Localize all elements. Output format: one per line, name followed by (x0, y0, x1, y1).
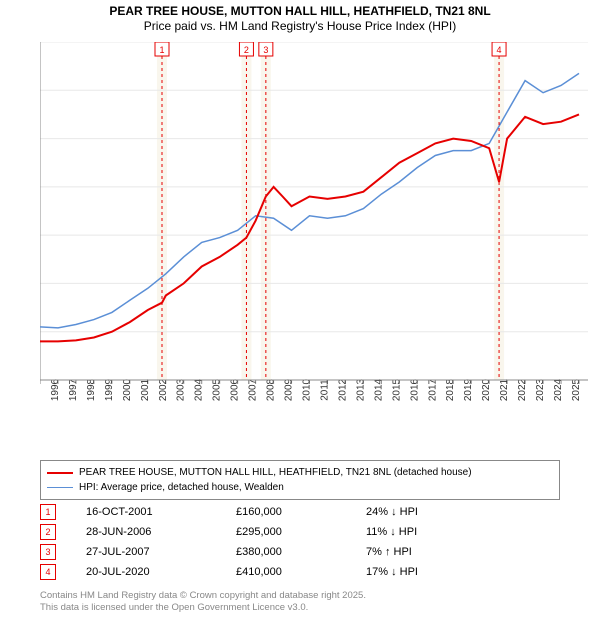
svg-text:2024: 2024 (553, 378, 564, 401)
transaction-row: 3 27-JUL-2007£380,0007% ↑ HPI (40, 542, 560, 562)
svg-text:2: 2 (244, 45, 249, 55)
transaction-date: 28-JUN-2006 (86, 526, 236, 538)
svg-text:2023: 2023 (535, 378, 546, 401)
svg-text:2011: 2011 (319, 379, 330, 401)
legend-swatch-blue (47, 487, 73, 488)
chart-area: £0£100K£200K£300K£400K£500K£600K£700K199… (40, 42, 588, 422)
svg-text:2022: 2022 (517, 378, 528, 401)
svg-text:4: 4 (497, 45, 502, 55)
transaction-row: 1 16-OCT-2001£160,00024% ↓ HPI (40, 502, 560, 522)
transaction-pct: 11% ↓ HPI (366, 526, 516, 538)
footer-attribution: Contains HM Land Registry data © Crown c… (40, 590, 570, 614)
svg-text:2016: 2016 (409, 378, 420, 401)
legend-swatch-red (47, 472, 73, 474)
legend-item-blue: HPI: Average price, detached house, Weal… (47, 480, 553, 495)
svg-text:2019: 2019 (463, 378, 474, 401)
chart-title: PEAR TREE HOUSE, MUTTON HALL HILL, HEATH… (0, 0, 600, 34)
svg-text:2009: 2009 (284, 378, 295, 401)
svg-text:2015: 2015 (391, 378, 402, 401)
svg-text:2007: 2007 (248, 378, 259, 401)
transaction-row: 4 20-JUL-2020£410,00017% ↓ HPI (40, 562, 560, 582)
svg-text:2020: 2020 (481, 378, 492, 401)
footer-line-1: Contains HM Land Registry data © Crown c… (40, 590, 570, 602)
transaction-pct: 24% ↓ HPI (366, 506, 516, 518)
transaction-price: £160,000 (236, 506, 366, 518)
svg-text:2008: 2008 (266, 378, 277, 401)
svg-text:2000: 2000 (122, 378, 133, 401)
legend-label-red: PEAR TREE HOUSE, MUTTON HALL HILL, HEATH… (79, 465, 472, 480)
footer-line-2: This data is licensed under the Open Gov… (40, 602, 570, 614)
svg-text:2003: 2003 (176, 378, 187, 401)
transaction-price: £380,000 (236, 546, 366, 558)
svg-text:2002: 2002 (158, 378, 169, 401)
svg-text:2013: 2013 (355, 378, 366, 401)
chart-container: PEAR TREE HOUSE, MUTTON HALL HILL, HEATH… (0, 0, 600, 620)
transactions-table: 1 16-OCT-2001£160,00024% ↓ HPI 2 28-JUN-200… (40, 502, 560, 582)
svg-text:2005: 2005 (212, 378, 223, 401)
svg-text:2025: 2025 (571, 378, 582, 401)
transaction-marker: 4 (40, 564, 56, 580)
svg-text:2017: 2017 (427, 378, 438, 401)
transaction-marker: 3 (40, 544, 56, 560)
title-line-1: PEAR TREE HOUSE, MUTTON HALL HILL, HEATH… (0, 4, 600, 19)
transaction-row: 2 28-JUN-2006£295,00011% ↓ HPI (40, 522, 560, 542)
svg-text:2021: 2021 (499, 378, 510, 401)
legend-item-red: PEAR TREE HOUSE, MUTTON HALL HILL, HEATH… (47, 465, 553, 480)
svg-text:1997: 1997 (68, 378, 79, 401)
transaction-marker: 1 (40, 504, 56, 520)
svg-text:2012: 2012 (337, 378, 348, 401)
svg-text:2018: 2018 (445, 378, 456, 401)
svg-text:1998: 1998 (86, 378, 97, 401)
transaction-marker: 2 (40, 524, 56, 540)
svg-text:1995: 1995 (40, 378, 43, 401)
svg-text:2006: 2006 (230, 378, 241, 401)
transaction-price: £410,000 (236, 566, 366, 578)
transaction-price: £295,000 (236, 526, 366, 538)
svg-text:1999: 1999 (104, 378, 115, 401)
transaction-date: 20-JUL-2020 (86, 566, 236, 578)
svg-text:1996: 1996 (50, 378, 61, 401)
transaction-date: 16-OCT-2001 (86, 506, 236, 518)
svg-text:3: 3 (263, 45, 268, 55)
transaction-pct: 7% ↑ HPI (366, 546, 516, 558)
transaction-pct: 17% ↓ HPI (366, 566, 516, 578)
title-line-2: Price paid vs. HM Land Registry's House … (0, 19, 600, 34)
transaction-date: 27-JUL-2007 (86, 546, 236, 558)
line-chart-svg: £0£100K£200K£300K£400K£500K£600K£700K199… (40, 42, 588, 422)
svg-text:2001: 2001 (140, 378, 151, 401)
legend-label-blue: HPI: Average price, detached house, Weal… (79, 480, 284, 495)
svg-text:1: 1 (159, 45, 164, 55)
svg-text:2004: 2004 (194, 378, 205, 401)
svg-text:2014: 2014 (373, 378, 384, 401)
legend: PEAR TREE HOUSE, MUTTON HALL HILL, HEATH… (40, 460, 560, 500)
svg-text:2010: 2010 (302, 378, 313, 401)
